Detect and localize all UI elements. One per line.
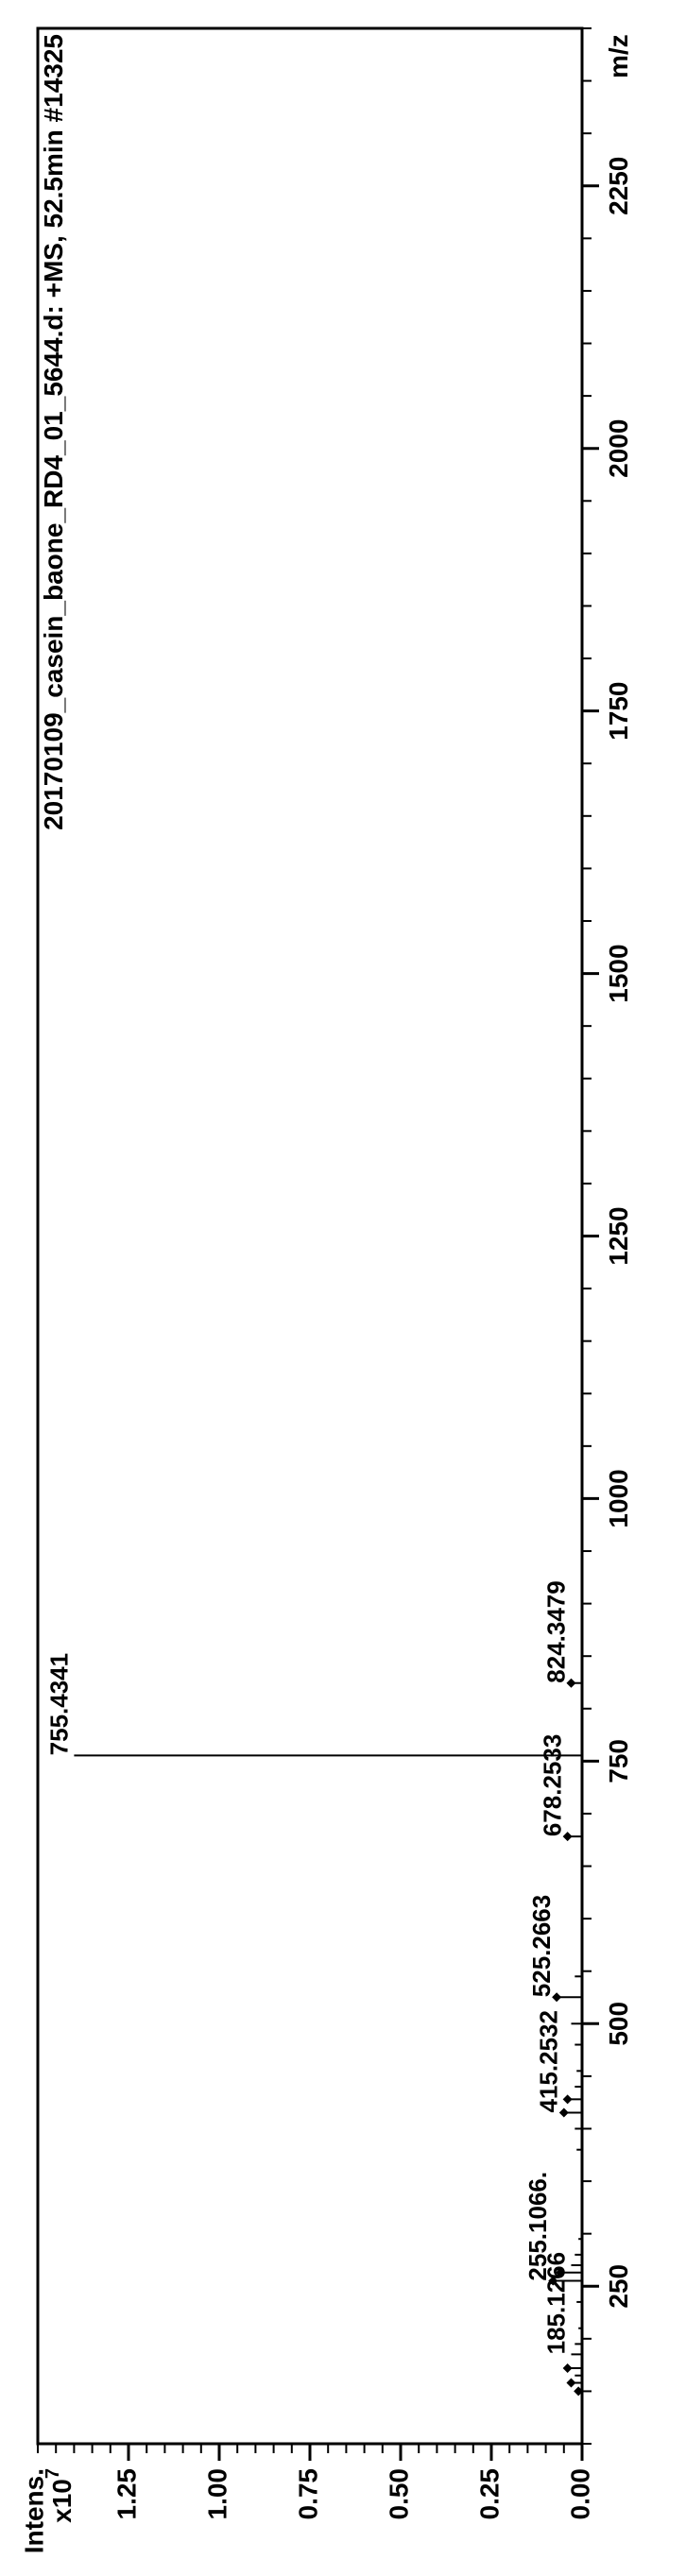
x-tick-label: 1750 [604,681,633,740]
peak-label: 678.2533 [539,1734,567,1836]
peak-label: 824.3479 [541,1580,570,1682]
peak-label: 525.2663 [527,1895,556,1997]
y-tick-label: 0.25 [474,2468,504,2520]
chart-title: 20170109_casein_baone_RD4_01_5644.d: +MS… [39,34,68,830]
y-tick-label: 0.00 [565,2468,594,2520]
y-tick-label: 0.50 [384,2468,413,2520]
x-tick-label: 500 [604,2002,633,2046]
y-tick-label: 1.25 [111,2468,141,2520]
x-tick-label: 1250 [604,1206,633,1265]
y-axis-label-line2: x107 [43,2468,77,2523]
x-tick-label: 750 [604,1739,633,1783]
y-tick-label: 0.75 [293,2468,322,2520]
peak-label: 255.1066. [523,2172,552,2281]
x-tick-label: 2000 [604,419,633,478]
y-axis-label-line1: Intens. [19,2468,48,2553]
x-tick-label: 250 [604,2264,633,2309]
x-tick-label: 2250 [604,157,633,215]
x-tick-label: 1000 [604,1469,633,1527]
x-tick-label: 1500 [604,944,633,1002]
peak-label: 415.2532 [535,2010,563,2112]
y-tick-label: 1.00 [202,2468,232,2520]
mass-spectrum-chart: 250 500 750 1000 1250 1500 1750 2000 2250 m/z 0.00… [0,0,686,2576]
x-axis-label: m/z [604,34,633,78]
peak-label: 755.4341 [44,1653,73,1755]
